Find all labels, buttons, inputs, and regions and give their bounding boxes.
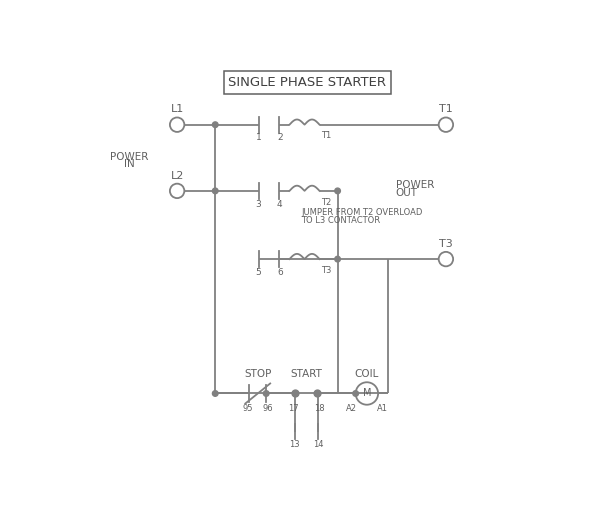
Circle shape (315, 391, 320, 396)
Text: 1: 1 (256, 133, 262, 142)
Text: JUMPER FROM T2 OVERLOAD: JUMPER FROM T2 OVERLOAD (301, 208, 423, 217)
Text: T2: T2 (322, 197, 332, 207)
Circle shape (293, 391, 298, 396)
Text: 2: 2 (277, 133, 283, 142)
Circle shape (335, 188, 340, 194)
Text: 18: 18 (314, 404, 325, 413)
Text: L1: L1 (170, 104, 184, 115)
Text: M: M (362, 389, 371, 399)
Text: T1: T1 (439, 104, 453, 115)
Text: 3: 3 (256, 200, 262, 208)
Text: 6: 6 (277, 268, 283, 277)
Circle shape (335, 256, 340, 262)
Text: START: START (290, 369, 322, 379)
Text: IN: IN (124, 158, 134, 169)
Text: T3: T3 (322, 266, 332, 275)
Text: T3: T3 (439, 239, 453, 249)
Circle shape (263, 391, 269, 396)
Text: A1: A1 (377, 404, 388, 413)
Text: STOP: STOP (244, 369, 271, 379)
Text: POWER: POWER (396, 180, 434, 190)
Text: OUT: OUT (396, 188, 418, 198)
Text: COIL: COIL (355, 369, 379, 379)
Text: T1: T1 (322, 131, 332, 141)
Text: 96: 96 (263, 404, 274, 413)
Circle shape (353, 391, 358, 396)
Text: 17: 17 (289, 404, 299, 413)
Circle shape (212, 188, 218, 194)
Text: SINGLE PHASE STARTER: SINGLE PHASE STARTER (229, 76, 386, 89)
Text: 95: 95 (242, 404, 253, 413)
Circle shape (212, 391, 218, 396)
Text: 13: 13 (289, 440, 299, 449)
Text: L2: L2 (170, 171, 184, 181)
Text: POWER: POWER (110, 152, 148, 162)
Text: 5: 5 (256, 268, 262, 277)
Text: 14: 14 (313, 440, 324, 449)
Text: TO L3 CONTACTOR: TO L3 CONTACTOR (301, 217, 380, 226)
Text: A2: A2 (346, 404, 357, 413)
Text: 4: 4 (277, 200, 283, 208)
Circle shape (212, 122, 218, 128)
